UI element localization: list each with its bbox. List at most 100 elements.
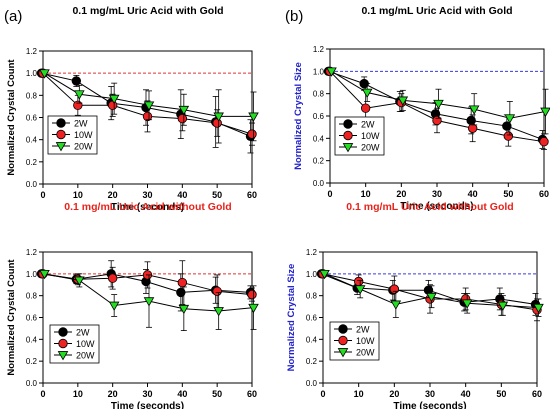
series-2W <box>36 260 256 312</box>
x-tick-label: 10 <box>354 389 364 399</box>
data-point <box>247 289 257 300</box>
series-20W <box>326 67 550 136</box>
y-axis-label: Normalized Crystal Size <box>286 264 297 372</box>
data-point <box>533 303 544 314</box>
y-tick-label: 0.0 <box>306 379 318 388</box>
x-tick-label: 50 <box>496 389 506 399</box>
data-point <box>142 111 153 122</box>
y-tick-label: 0.4 <box>306 335 318 344</box>
y-tick-label: 0.4 <box>26 136 38 145</box>
y-tick-label: 1.0 <box>313 67 325 76</box>
data-point <box>176 287 186 298</box>
x-tick-label: 50 <box>503 189 513 199</box>
x-tick-label: 60 <box>247 389 257 399</box>
y-tick-label: 0.2 <box>306 357 318 366</box>
legend-label: 10W <box>356 336 375 346</box>
data-point <box>71 76 82 86</box>
data-point <box>248 303 259 314</box>
data-point <box>461 299 473 309</box>
panel-label-a: (a) <box>4 8 22 25</box>
legend-marker <box>343 130 353 141</box>
x-axis-label: Time (seconds) <box>393 401 466 409</box>
data-point <box>497 301 509 311</box>
x-tick-label: 60 <box>247 190 257 200</box>
x-tick-label: 30 <box>142 389 152 399</box>
legend-marker <box>58 327 68 337</box>
x-tick-label: 10 <box>73 190 83 200</box>
data-point <box>468 105 480 115</box>
legend-marker <box>58 338 68 349</box>
y-axis-label: Normalized Crystal Count <box>6 59 17 176</box>
data-point <box>433 99 444 110</box>
y-tick-label: 0.0 <box>26 180 38 189</box>
legend-marker <box>337 348 349 358</box>
legend-label: 10W <box>74 130 93 140</box>
x-tick-label: 60 <box>539 189 549 199</box>
data-point <box>426 292 437 303</box>
y-tick-label: 1.2 <box>26 47 38 56</box>
y-tick-label: 1.0 <box>26 69 38 78</box>
data-point <box>178 105 190 116</box>
x-tick-label: 10 <box>73 389 83 399</box>
legend-label: 20W <box>74 142 93 152</box>
data-point <box>177 113 188 124</box>
legend-label: 10W <box>361 131 380 141</box>
data-point <box>503 131 514 141</box>
data-point <box>39 69 50 79</box>
data-point <box>213 112 224 122</box>
y-tick-label: 0.8 <box>306 292 318 301</box>
legend-label: 20W <box>76 351 95 361</box>
x-tick-label: 30 <box>432 189 442 199</box>
chart-count-with-gold: 0.1 mg/mL Uric Acid with Gold 0 10 20 30 40 50… <box>6 5 259 213</box>
panel-label-b: (b) <box>285 8 303 25</box>
legend-label: 2W <box>356 325 370 335</box>
data-point <box>361 88 373 98</box>
legend-marker <box>55 142 67 152</box>
y-tick-label: 0.6 <box>306 314 318 323</box>
legend-label: 2W <box>74 119 88 129</box>
data-point <box>212 118 222 128</box>
data-point <box>504 114 516 124</box>
data-point <box>247 129 257 139</box>
x-tick-label: 40 <box>468 189 478 199</box>
data-point <box>360 103 371 113</box>
chart-title: 0.1 mg/mL Uric Acid with Gold <box>72 5 223 17</box>
data-point <box>319 269 330 280</box>
y-axis-label: Normalized Crystal Size <box>293 62 304 170</box>
series-20W <box>39 269 259 332</box>
data-point <box>353 276 364 287</box>
legend-marker <box>56 118 66 128</box>
data-point <box>39 269 50 280</box>
data-point <box>540 107 550 117</box>
y-tick-label: 0.8 <box>313 90 325 99</box>
x-axis-label: Time (seconds) <box>111 202 184 213</box>
y-tick-label: 0.8 <box>26 292 38 301</box>
x-tick-label: 40 <box>177 389 187 399</box>
y-tick-label: 1.0 <box>26 270 38 279</box>
x-tick-label: 50 <box>212 389 222 399</box>
y-tick-label: 0.0 <box>313 179 325 188</box>
x-axis-label: Time (seconds) <box>400 201 473 212</box>
data-point <box>143 101 155 111</box>
data-point <box>539 136 549 147</box>
x-tick-label: 20 <box>396 189 406 199</box>
data-point <box>248 112 259 122</box>
y-tick-label: 0.2 <box>26 158 38 167</box>
data-point <box>212 286 222 297</box>
x-tick-label: 0 <box>40 389 45 399</box>
x-tick-label: 20 <box>108 190 118 200</box>
data-point <box>213 307 224 317</box>
data-point <box>107 100 118 111</box>
x-tick-label: 20 <box>108 389 118 399</box>
data-point <box>143 297 155 307</box>
x-tick-label: 0 <box>40 190 45 200</box>
y-tick-label: 1.0 <box>306 270 318 279</box>
x-axis-label: Time (seconds) <box>111 401 184 409</box>
y-tick-label: 0.2 <box>313 157 325 166</box>
plot-frame <box>322 251 538 384</box>
data-point <box>390 300 402 310</box>
data-point <box>326 67 337 77</box>
data-point <box>108 94 120 105</box>
